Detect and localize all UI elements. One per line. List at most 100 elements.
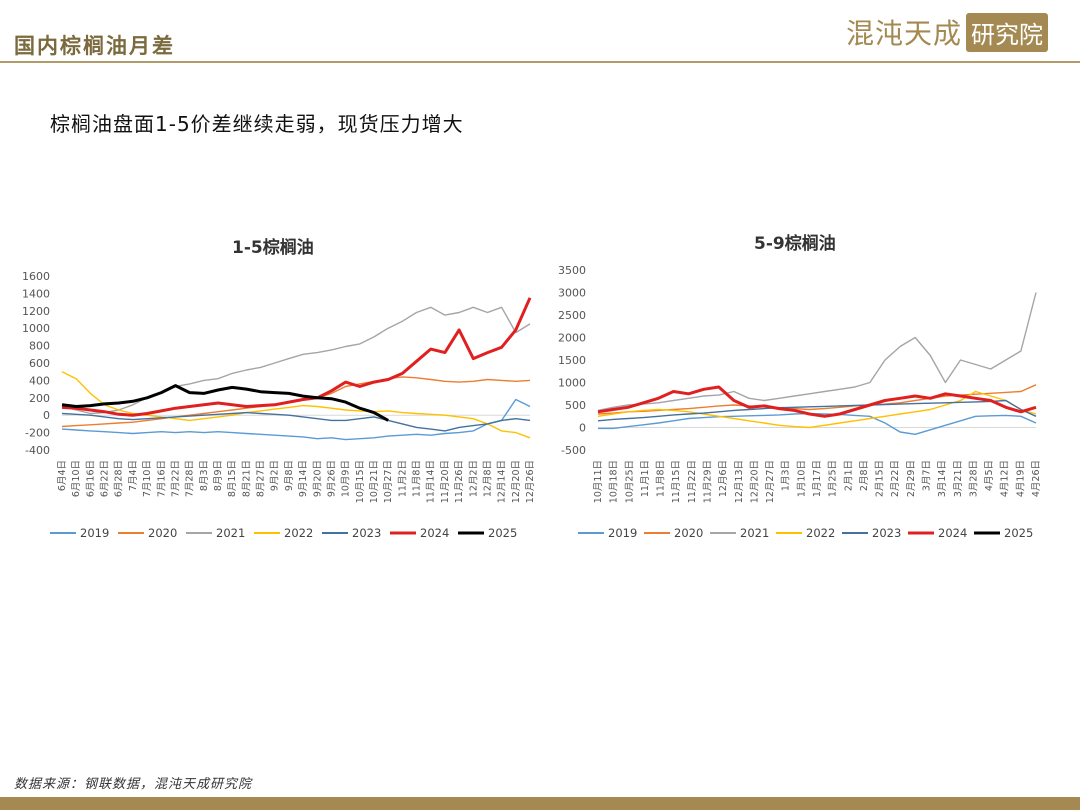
logo-text: 混沌天成 bbox=[846, 17, 963, 50]
x-tick-label: 8月15日 bbox=[227, 460, 238, 497]
x-tick-label: 9月20日 bbox=[312, 460, 323, 497]
y-tick-label: 3500 bbox=[558, 264, 586, 277]
legend-label-2020: 2020 bbox=[148, 526, 177, 540]
x-tick-label: 12月8日 bbox=[482, 460, 493, 497]
series-line-2024 bbox=[597, 385, 1037, 418]
y-tick-label: 1400 bbox=[22, 287, 50, 300]
x-tick-label: 12月27日 bbox=[765, 460, 776, 503]
legend-label-2022: 2022 bbox=[284, 526, 313, 540]
legend-label-2025: 2025 bbox=[1004, 526, 1033, 540]
series-line-2023 bbox=[61, 411, 531, 432]
x-tick-label: 2月22日 bbox=[890, 460, 901, 497]
x-tick-label: 12月2日 bbox=[468, 460, 479, 497]
x-tick-label: 11月8日 bbox=[412, 460, 423, 497]
x-tick-label: 12月14日 bbox=[497, 460, 508, 503]
y-tick-label: 0 bbox=[43, 409, 50, 422]
x-tick-label: 8月9日 bbox=[213, 460, 224, 491]
x-tick-label: 11月15日 bbox=[671, 460, 682, 503]
x-tick-label: 8月3日 bbox=[199, 460, 210, 491]
x-tick-label: 4月26日 bbox=[1031, 460, 1042, 497]
legend-label-2021: 2021 bbox=[216, 526, 245, 540]
x-tick-label: 11月1日 bbox=[640, 460, 651, 497]
x-tick-label: 11月2日 bbox=[397, 460, 408, 497]
x-tick-label: 1月17日 bbox=[812, 460, 823, 497]
y-tick-label: -500 bbox=[561, 444, 586, 457]
x-tick-label: 3月7日 bbox=[922, 460, 933, 491]
x-tick-label: 9月26日 bbox=[326, 460, 337, 497]
y-tick-label: 2500 bbox=[558, 309, 586, 322]
x-tick-label: 12月6日 bbox=[718, 460, 729, 497]
x-tick-label: 6月10日 bbox=[71, 460, 82, 497]
y-tick-label: 2000 bbox=[558, 332, 586, 345]
series-line-2021 bbox=[597, 292, 1037, 412]
x-tick-label: 8月27日 bbox=[256, 460, 267, 497]
x-tick-label: 7月4日 bbox=[128, 460, 139, 491]
y-tick-label: 1000 bbox=[558, 377, 586, 390]
y-tick-label: 1200 bbox=[22, 305, 50, 318]
y-tick-label: 600 bbox=[29, 357, 50, 370]
x-tick-label: 11月29日 bbox=[703, 460, 714, 503]
brand-logo: 混沌天成 研究院 bbox=[846, 12, 1049, 52]
legend-label-2022: 2022 bbox=[806, 526, 835, 540]
x-tick-label: 11月22日 bbox=[687, 460, 698, 503]
legend-label-2021: 2021 bbox=[740, 526, 769, 540]
x-tick-label: 3月21日 bbox=[953, 460, 964, 497]
x-tick-label: 2月15日 bbox=[875, 460, 886, 497]
legend-label-2024: 2024 bbox=[938, 526, 967, 540]
x-tick-label: 7月16日 bbox=[156, 460, 167, 497]
y-tick-label: -200 bbox=[25, 427, 50, 440]
x-tick-label: 6月28日 bbox=[114, 460, 125, 497]
series-line-2021 bbox=[61, 306, 531, 415]
x-tick-label: 6月4日 bbox=[57, 460, 68, 491]
x-tick-label: 1月10日 bbox=[796, 460, 807, 497]
y-tick-label: -400 bbox=[25, 444, 50, 457]
x-tick-label: 2月29日 bbox=[906, 460, 917, 497]
series-line-2023 bbox=[597, 399, 1037, 422]
y-tick-label: 1000 bbox=[22, 322, 50, 335]
legend-label-2020: 2020 bbox=[674, 526, 703, 540]
series-line-2024 bbox=[61, 297, 532, 417]
x-tick-label: 12月20日 bbox=[749, 460, 760, 503]
page-title: 国内棕榈油月差 bbox=[14, 33, 175, 58]
series-line-2025 bbox=[61, 384, 389, 422]
legend-label-2024: 2024 bbox=[420, 526, 449, 540]
legend-label-2023: 2023 bbox=[872, 526, 901, 540]
x-tick-label: 10月21日 bbox=[369, 460, 380, 503]
x-tick-label: 10月27日 bbox=[383, 460, 394, 503]
x-tick-label: 4月12日 bbox=[1000, 460, 1011, 497]
x-tick-label: 3月28日 bbox=[968, 460, 979, 497]
legend-label-2019: 2019 bbox=[80, 526, 109, 540]
legend-label-2025: 2025 bbox=[488, 526, 517, 540]
x-tick-label: 6月22日 bbox=[100, 460, 111, 497]
x-tick-label: 12月13日 bbox=[734, 460, 745, 503]
x-tick-label: 10月9日 bbox=[341, 460, 352, 497]
y-tick-label: 400 bbox=[29, 374, 50, 387]
x-tick-label: 9月2日 bbox=[270, 460, 281, 491]
x-tick-label: 12月26日 bbox=[525, 460, 536, 503]
series-line-2019 bbox=[61, 398, 531, 441]
x-tick-label: 10月25日 bbox=[624, 460, 635, 503]
x-tick-label: 12月20日 bbox=[511, 460, 522, 503]
x-tick-label: 11月26日 bbox=[454, 460, 465, 503]
footer-bar bbox=[0, 797, 1080, 810]
slide-subtitle: 棕榈油盘面1-5价差继续走弱，现货压力增大 bbox=[50, 112, 464, 136]
x-tick-label: 11月8日 bbox=[656, 460, 667, 497]
y-tick-label: 0 bbox=[579, 422, 586, 435]
series-line-2022 bbox=[597, 390, 1037, 429]
data-source-note: 数据来源：钢联数据，混沌天成研究院 bbox=[14, 777, 253, 792]
legend-label-2023: 2023 bbox=[352, 526, 381, 540]
x-tick-label: 11月14日 bbox=[426, 460, 437, 503]
x-tick-label: 2月1日 bbox=[843, 460, 854, 491]
x-tick-label: 9月8日 bbox=[284, 460, 295, 491]
header-divider bbox=[0, 61, 1080, 63]
y-tick-label: 800 bbox=[29, 340, 50, 353]
x-tick-label: 4月19日 bbox=[1015, 460, 1026, 497]
x-tick-label: 9月14日 bbox=[298, 460, 309, 497]
x-tick-label: 10月15日 bbox=[355, 460, 366, 503]
y-tick-label: 200 bbox=[29, 392, 50, 405]
y-tick-label: 3000 bbox=[558, 287, 586, 300]
x-tick-label: 7月28日 bbox=[185, 460, 196, 497]
series-line-2019 bbox=[598, 412, 1037, 435]
x-tick-label: 8月21日 bbox=[241, 460, 252, 497]
x-tick-label: 10月18日 bbox=[609, 460, 620, 503]
